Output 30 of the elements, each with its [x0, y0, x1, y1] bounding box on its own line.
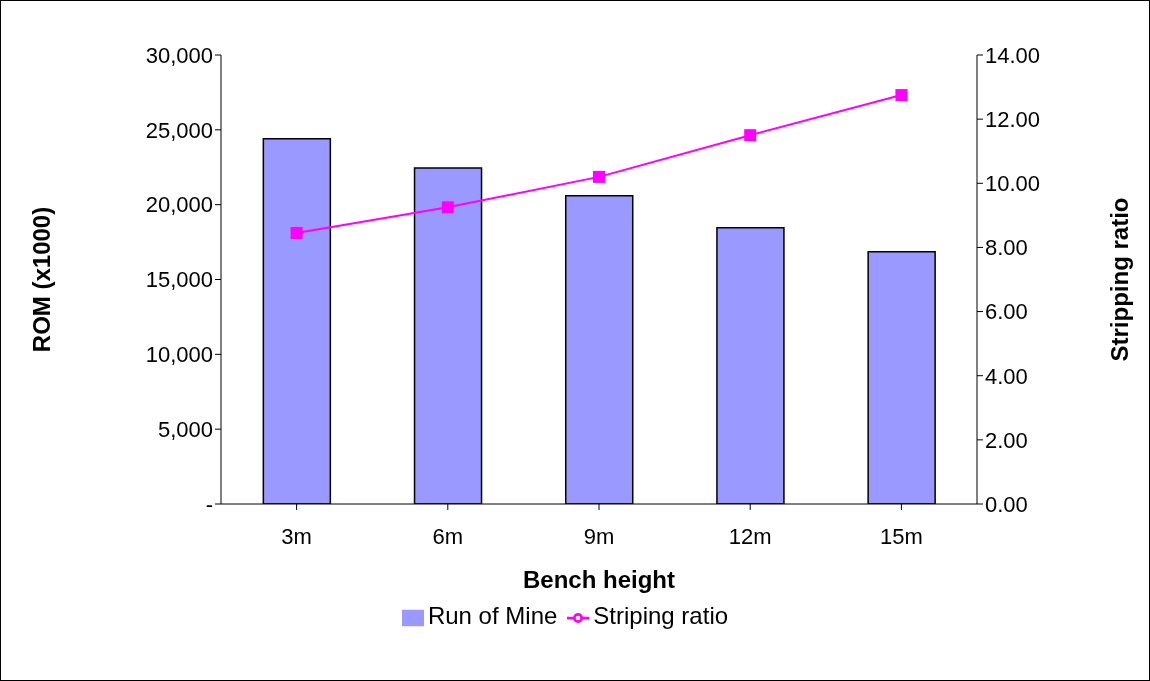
- y2-tick-label: 14.00: [985, 42, 1041, 68]
- y2-axis-title: Stripping ratio: [1105, 197, 1133, 362]
- y-tick-label: 25,000: [145, 117, 213, 143]
- point: [593, 170, 605, 183]
- x-tick-label: 15m: [880, 523, 923, 549]
- y-tick-label: 20,000: [145, 192, 213, 218]
- point: [290, 227, 303, 239]
- legend-label: Run of Mine: [427, 602, 558, 629]
- point: [895, 89, 908, 102]
- point: [441, 201, 454, 214]
- y-tick-label: 5,000: [157, 416, 213, 442]
- y2-tick-label: 2.00: [985, 427, 1028, 453]
- y-axis-title: ROM (x1000): [27, 206, 55, 353]
- y2-tick-label: 8.00: [985, 235, 1028, 261]
- x-tick-label: 12m: [728, 523, 772, 549]
- x-tick-label: 3m: [281, 523, 312, 549]
- y2-tick-label: 12.00: [985, 106, 1041, 132]
- y2-tick-label: 10.00: [985, 171, 1041, 197]
- y-tick-label: 10,000: [145, 342, 213, 368]
- y-tick-label: 30,000: [145, 42, 213, 68]
- x-tick-label: 6m: [432, 523, 464, 549]
- x-tick-label: 9m: [583, 523, 615, 549]
- y2-tick-label: 6.00: [985, 299, 1028, 325]
- x-axis-title: Bench height: [522, 566, 676, 593]
- y2-tick-label: 0.00: [985, 491, 1028, 517]
- point: [744, 129, 757, 142]
- y-tick-label: -: [205, 491, 213, 517]
- y-tick-label: 15,000: [145, 267, 213, 293]
- y2-tick-label: 4.00: [985, 363, 1028, 389]
- legend-label: Striping ratio: [593, 602, 729, 629]
